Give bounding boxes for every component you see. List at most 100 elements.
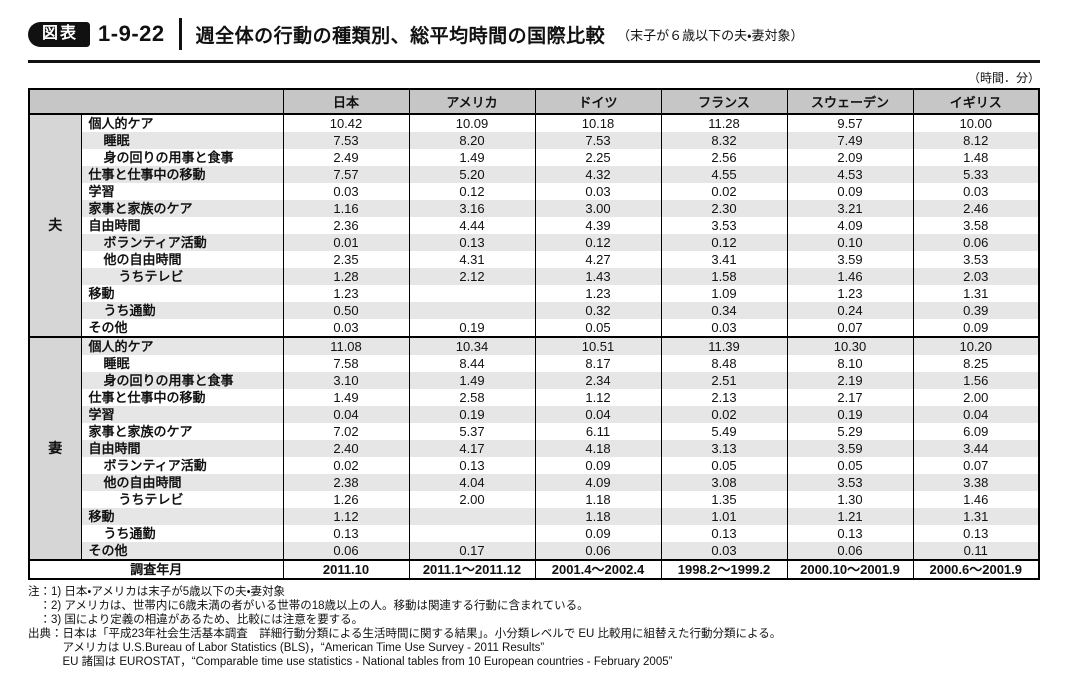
value-cell: 0.11 [912,542,1039,560]
survey-period-value: 2000.10～2001.9 [786,559,913,579]
value-cell: 1.49 [408,149,535,166]
figure-header: 図表 1-9-22 週全体の行動の種類別、総平均時間の国際比較 （末子が６歳以下… [28,12,1040,56]
note-line: EU 諸国は EUROSTAT，“Comparable time use sta… [28,656,673,669]
value-cell: 5.20 [408,166,535,183]
header-corner-cell [29,89,283,115]
row-label: 学習 [80,406,283,423]
value-cell: 8.32 [660,132,787,149]
value-cell: 0.24 [786,302,913,319]
value-cell: 1.12 [534,389,661,406]
value-cell: 1.43 [534,268,661,285]
value-cell: 1.16 [282,200,409,217]
footnotes: 注：1) 日本・アメリカは末子が5歳以下の夫・妻対象 ：2) アメリカは、世帯内… [28,585,1040,669]
value-cell: 0.13 [408,457,535,474]
value-cell: 0.07 [786,319,913,337]
value-cell: 0.01 [282,234,409,251]
table-row: 仕事と仕事中の移動 1.49 2.58 1.12 2.13 2.17 2.00 [29,389,1039,406]
survey-period-value: 2011.1～2011.12 [408,559,535,579]
value-cell: 1.31 [912,508,1039,525]
value-cell: 0.50 [282,302,409,319]
value-cell: 1.49 [282,389,409,406]
group-label: 夫 [29,114,81,337]
figure-subtitle: （末子が６歳以下の夫・妻対象） [617,27,804,43]
value-cell: 0.39 [912,302,1039,319]
value-cell: 5.33 [912,166,1039,183]
row-label: 学習 [80,183,283,200]
value-cell: 2.35 [282,251,409,268]
value-cell: 0.12 [408,183,535,200]
table-row: 学習 0.04 0.19 0.04 0.02 0.19 0.04 [29,406,1039,423]
value-cell: 0.17 [408,542,535,560]
table-row: 他の自由時間 2.35 4.31 4.27 3.41 3.59 3.53 [29,251,1039,268]
header-row: 日本 アメリカ ドイツ フランス スウェーデン イギリス [29,89,1039,115]
table-row: 身の回りの用事と食事 3.10 1.49 2.34 2.51 2.19 1.56 [29,372,1039,389]
value-cell: 8.10 [786,355,913,372]
value-cell: 7.53 [282,132,409,149]
value-cell: 0.02 [660,183,787,200]
value-cell: 0.09 [534,525,661,542]
survey-period-value: 2011.10 [282,559,409,579]
value-cell [408,285,535,302]
value-cell: 0.03 [534,183,661,200]
table-row: その他 0.06 0.17 0.06 0.03 0.06 0.11 [29,542,1039,560]
value-cell: 2.00 [408,491,535,508]
value-cell: 5.49 [660,423,787,440]
value-cell: 2.30 [660,200,787,217]
value-cell [408,302,535,319]
value-cell: 2.19 [786,372,913,389]
value-cell: 1.21 [786,508,913,525]
table-row: その他 0.03 0.19 0.05 0.03 0.07 0.09 [29,319,1039,337]
value-cell: 10.20 [912,336,1039,355]
row-label: 仕事と仕事中の移動 [80,166,283,183]
value-cell: 1.28 [282,268,409,285]
value-cell: 10.00 [912,114,1039,132]
value-cell: 4.17 [408,440,535,457]
value-cell: 11.28 [660,114,787,132]
table-row: ボランティア活動 0.02 0.13 0.09 0.05 0.05 0.07 [29,457,1039,474]
note-line: ：2) アメリカは、世帯内に6歳未満の者がいる世帯の18歳以上の人。移動は関連す… [28,600,589,613]
value-cell: 0.07 [912,457,1039,474]
table-row: 移動 1.23 1.23 1.09 1.23 1.31 [29,285,1039,302]
table-row: 睡眠 7.58 8.44 8.17 8.48 8.10 8.25 [29,355,1039,372]
column-header-japan: 日本 [282,89,409,115]
value-cell: 8.44 [408,355,535,372]
value-cell: 0.06 [534,542,661,560]
value-cell: 8.20 [408,132,535,149]
table-row: 妻個人的ケア 11.08 10.34 10.51 11.39 10.30 10.20 [29,336,1039,560]
column-header-usa: アメリカ [408,89,535,115]
value-cell: 0.03 [660,319,787,337]
table-header: 日本 アメリカ ドイツ フランス スウェーデン イギリス [29,89,1039,115]
value-cell: 3.00 [534,200,661,217]
row-label: 睡眠 [80,355,283,372]
table-row: ボランティア活動 0.01 0.13 0.12 0.12 0.10 0.06 [29,234,1039,251]
unit-note: （時間．分） [967,71,1040,85]
value-cell: 1.46 [912,491,1039,508]
value-cell: 1.23 [786,285,913,302]
value-cell: 0.05 [534,319,661,337]
value-cell: 4.53 [786,166,913,183]
figure-title: 週全体の行動の種類別、総平均時間の国際比較 [195,25,606,47]
value-cell: 8.48 [660,355,787,372]
value-cell: 3.38 [912,474,1039,491]
value-cell: 0.13 [660,525,787,542]
value-cell: 2.38 [282,474,409,491]
value-cell [408,508,535,525]
value-cell: 8.17 [534,355,661,372]
figure-number: 1-9-22 [98,21,165,46]
value-cell: 0.09 [534,457,661,474]
value-cell: 1.56 [912,372,1039,389]
value-cell: 3.59 [786,251,913,268]
row-label: 個人的ケア [80,114,283,132]
value-cell: 8.12 [912,132,1039,149]
value-cell: 0.13 [786,525,913,542]
value-cell: 3.16 [408,200,535,217]
table-row: 自由時間 2.40 4.17 4.18 3.13 3.59 3.44 [29,440,1039,457]
value-cell: 0.04 [912,406,1039,423]
value-cell [408,525,535,542]
row-label: うち通勤 [80,525,283,542]
value-cell: 3.59 [786,440,913,457]
value-cell: 9.57 [786,114,913,132]
row-label: 個人的ケア [80,336,283,355]
value-cell: 0.10 [786,234,913,251]
